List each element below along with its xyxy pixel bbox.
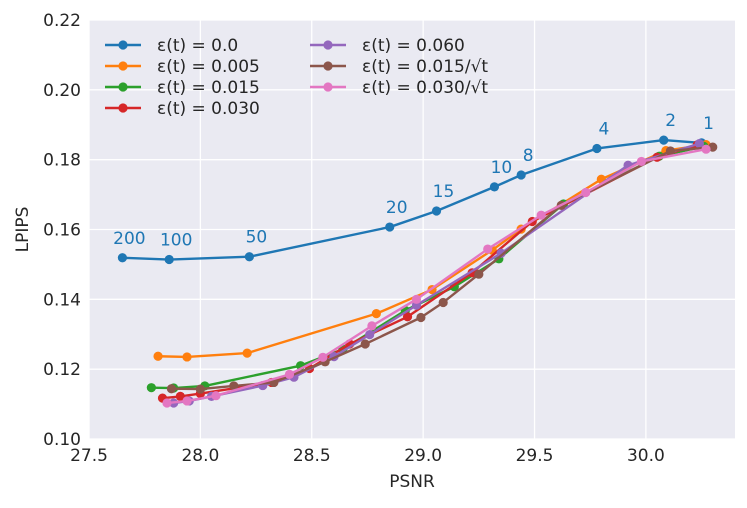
point-annotation: 2	[665, 111, 676, 131]
data-point	[195, 384, 205, 394]
legend-marker	[118, 40, 128, 50]
legend-label: ε(t) = 0.005	[157, 57, 260, 77]
point-annotation: 15	[433, 182, 455, 202]
data-point	[182, 396, 192, 406]
legend-entry: ε(t) = 0.060	[310, 36, 465, 56]
data-point	[701, 144, 711, 154]
grid-lines	[88, 19, 735, 440]
legend-label: ε(t) = 0.015	[157, 78, 260, 98]
legend-entry: ε(t) = 0.030	[105, 99, 260, 119]
legend-marker	[323, 61, 333, 71]
y-tick-label: 0.10	[43, 430, 81, 450]
data-point	[536, 210, 546, 220]
x-tick-label: 29.5	[516, 446, 554, 466]
point-annotations: 200 100 50 20 15 10 8 4 2 1	[113, 111, 714, 250]
y-tick-label: 0.16	[43, 221, 81, 241]
data-point	[592, 143, 602, 154]
data-point	[371, 309, 381, 319]
data-point	[431, 206, 442, 216]
data-point	[242, 348, 252, 358]
legend-label: ε(t) = 0.030/√t	[362, 78, 488, 98]
x-tick-label: 28.5	[293, 446, 331, 466]
y-tick-label: 0.20	[43, 81, 81, 101]
series-line	[121, 138, 703, 261]
legend-entry: ε(t) = 0.0	[105, 36, 238, 56]
data-point	[483, 244, 493, 254]
data-point	[489, 182, 500, 192]
point-annotation: 10	[491, 158, 513, 178]
x-tick-label: 29.0	[404, 446, 442, 466]
series-6	[162, 144, 711, 408]
data-point	[581, 187, 591, 198]
data-point	[229, 381, 239, 391]
data-point	[694, 139, 704, 149]
point-annotation: 8	[523, 146, 534, 166]
legend-entry: ε(t) = 0.030/√t	[310, 78, 488, 98]
y-tick-labels: 0.10 0.12 0.14 0.16 0.18 0.20 0.22	[43, 11, 81, 450]
data-point	[411, 294, 422, 304]
data-point	[117, 253, 128, 263]
y-tick-label: 0.22	[43, 11, 81, 31]
legend-label: ε(t) = 0.015/√t	[362, 57, 488, 77]
legend-label: ε(t) = 0.060	[362, 36, 465, 56]
legend-label: ε(t) = 0.030	[157, 99, 260, 119]
legend-marker	[118, 61, 128, 71]
legend-marker	[118, 103, 128, 113]
point-annotation: 200	[113, 229, 145, 249]
data-point	[416, 312, 426, 323]
x-tick-label: 27.5	[70, 446, 108, 466]
data-point	[211, 391, 221, 401]
legend-label: ε(t) = 0.0	[157, 36, 238, 56]
point-annotation: 20	[386, 198, 408, 218]
point-annotation: 4	[598, 119, 609, 139]
data-point	[516, 170, 526, 180]
data-point	[402, 312, 413, 322]
y-axis-label: LPIPS	[13, 207, 33, 253]
legend-marker	[323, 82, 333, 92]
data-point	[153, 351, 163, 361]
y-tick-label: 0.12	[43, 360, 81, 380]
data-point	[659, 135, 669, 145]
legend-marker	[118, 82, 128, 92]
series-line	[165, 147, 708, 405]
data-point	[164, 254, 174, 265]
point-annotation: 1	[703, 114, 714, 134]
y-tick-label: 0.14	[43, 290, 81, 310]
x-tick-label: 30.0	[627, 446, 665, 466]
x-axis-label: PSNR	[389, 472, 435, 492]
legend-entry: ε(t) = 0.015	[105, 78, 260, 98]
x-tick-labels: 27.5 28.0 28.5 29.0 29.5 30.0	[70, 446, 665, 466]
data-point	[636, 156, 647, 167]
data-point	[162, 398, 172, 408]
data-point	[367, 321, 377, 331]
series-0	[117, 135, 707, 265]
data-point	[360, 339, 370, 349]
data-point	[496, 248, 506, 258]
legend-marker	[323, 40, 333, 50]
data-point	[146, 383, 156, 393]
data-point	[166, 384, 177, 394]
legend-entry: ε(t) = 0.015/√t	[310, 57, 488, 77]
legend-entry: ε(t) = 0.005	[105, 57, 260, 77]
data-point	[175, 391, 185, 402]
data-point	[318, 352, 328, 362]
series-layer	[117, 135, 718, 408]
data-point	[665, 146, 676, 156]
data-point	[438, 297, 448, 308]
data-point	[365, 329, 375, 340]
point-annotation: 100	[160, 231, 192, 251]
y-tick-label: 0.18	[43, 151, 81, 171]
data-point	[244, 252, 254, 262]
data-point	[385, 222, 395, 232]
data-point	[284, 369, 295, 380]
data-point	[474, 269, 484, 279]
x-tick-label: 28.0	[181, 446, 219, 466]
point-annotation: 50	[246, 228, 268, 248]
data-point	[182, 352, 192, 362]
